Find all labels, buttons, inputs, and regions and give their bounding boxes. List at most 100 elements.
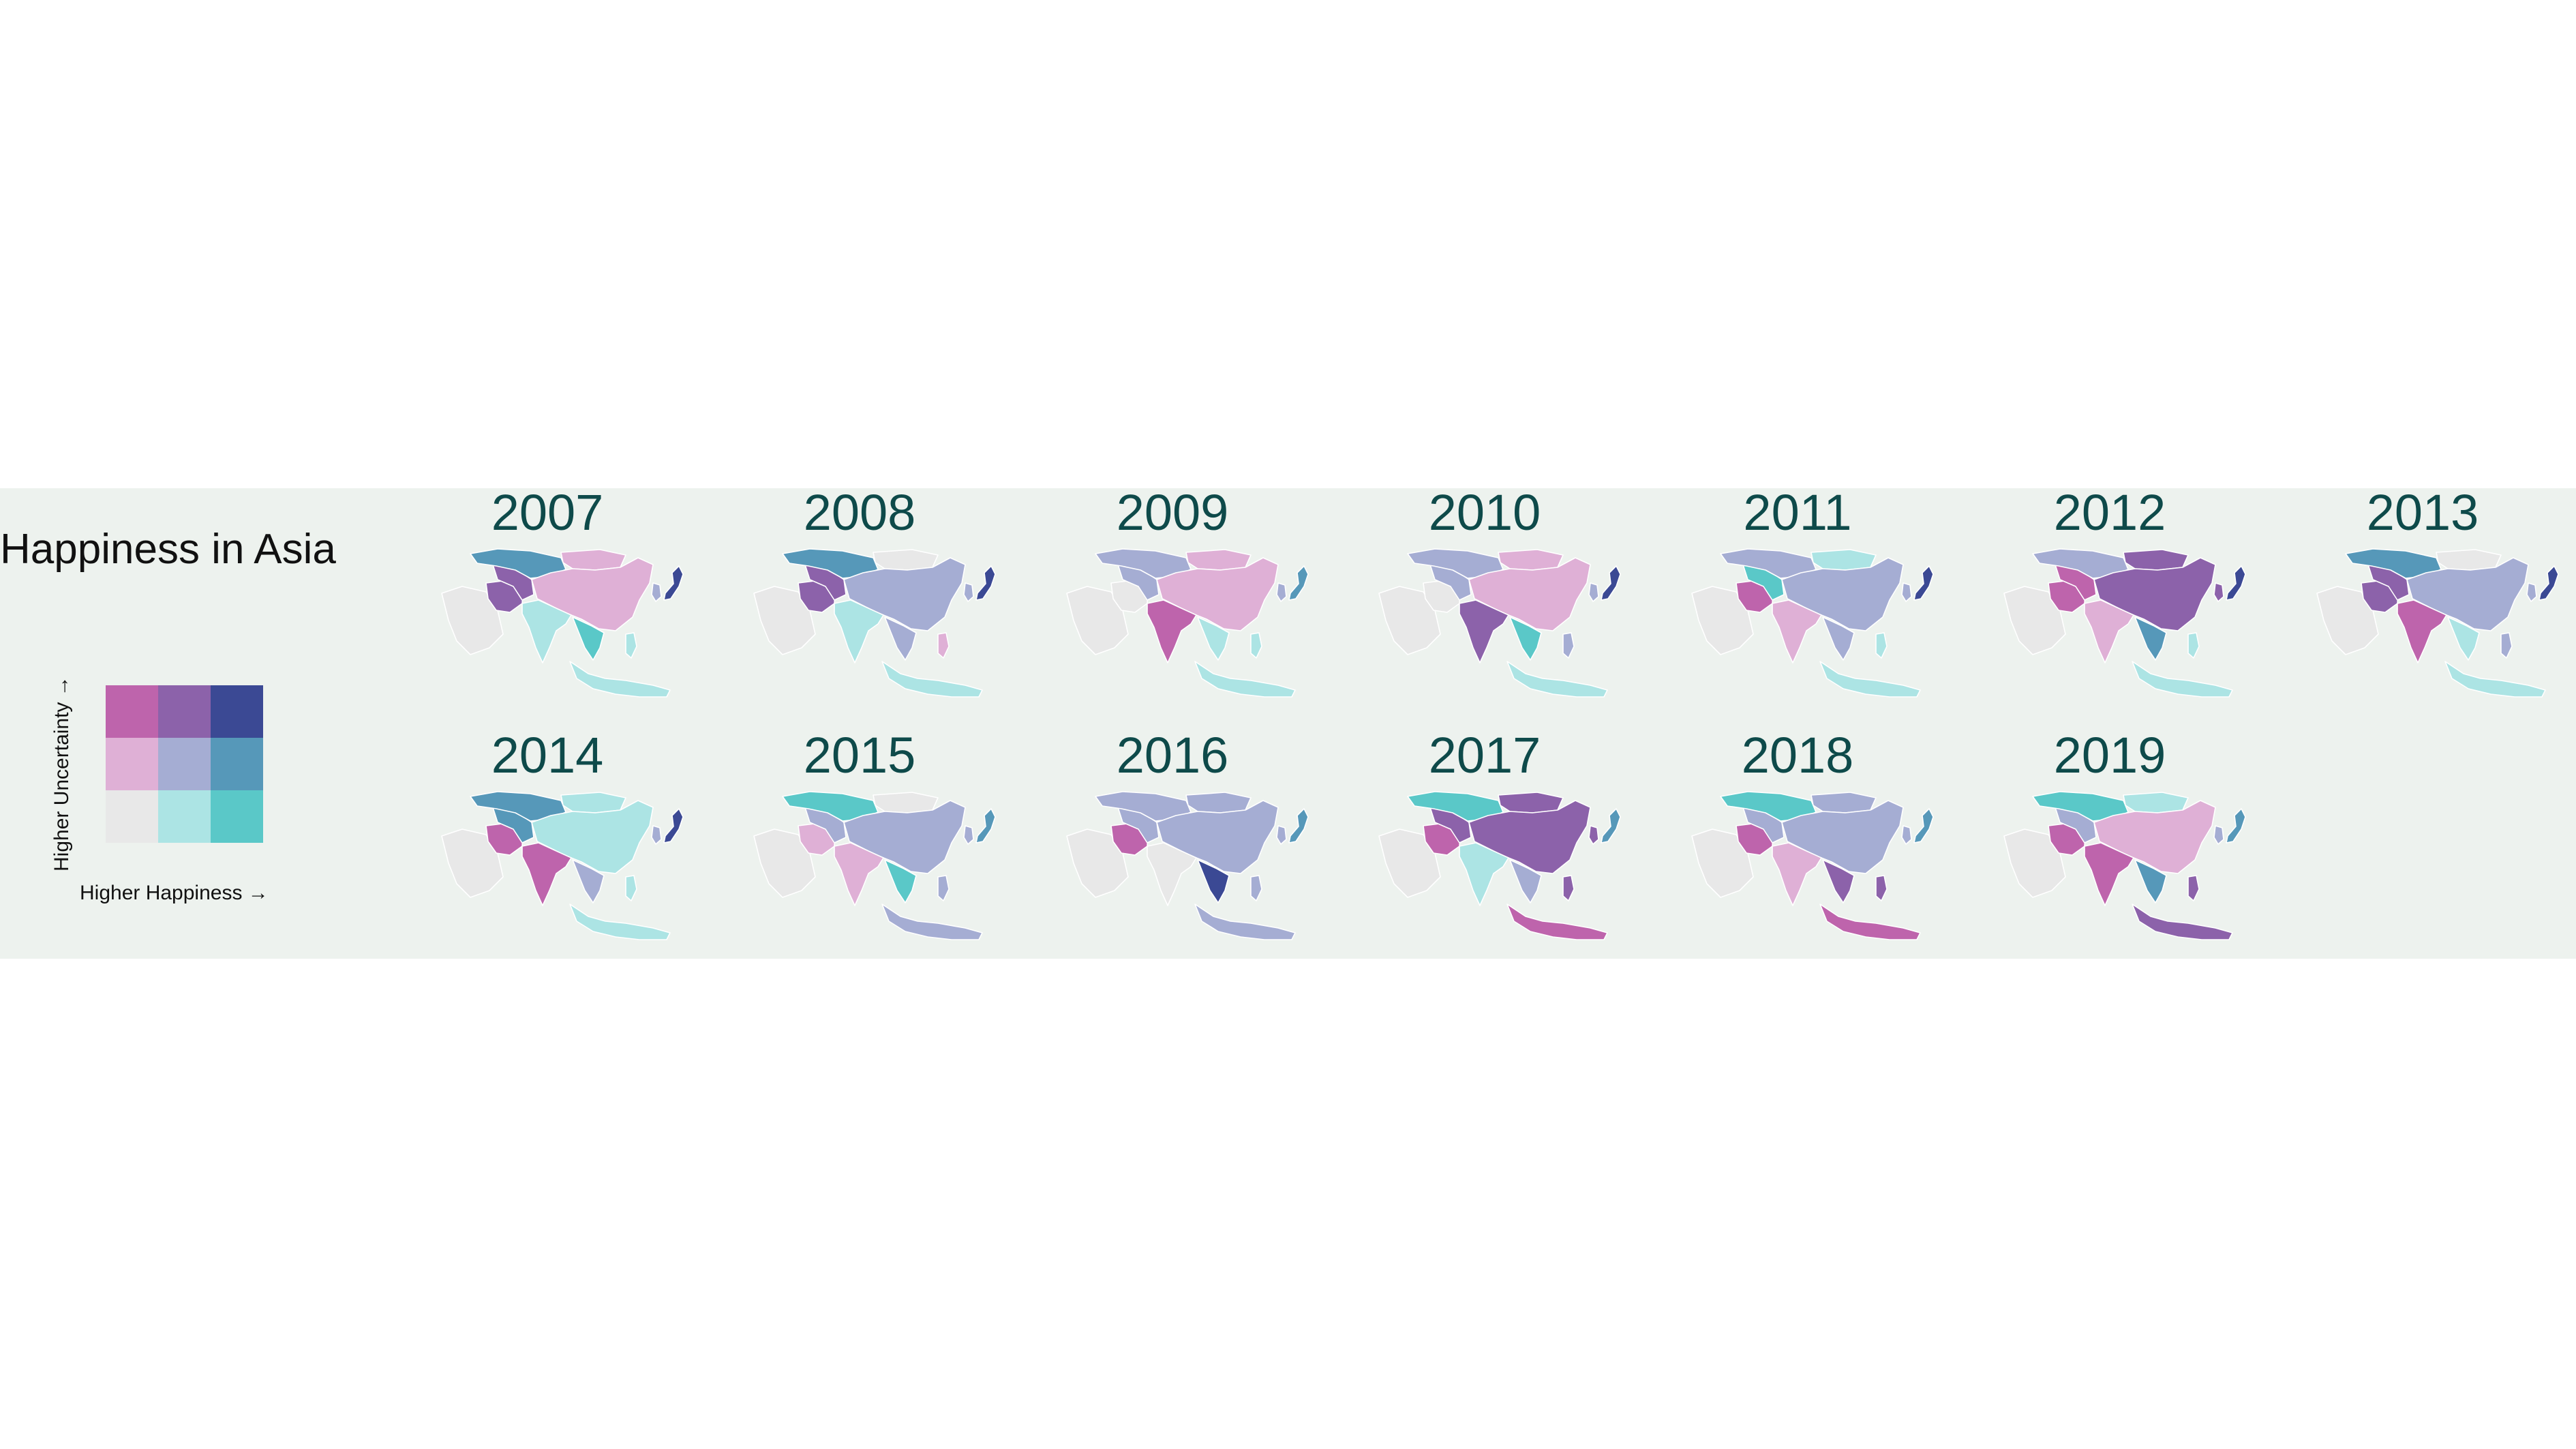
region-phil: [2187, 875, 2200, 901]
region-indonesia: [881, 661, 983, 698]
map-panel-2014: 2014: [414, 728, 701, 953]
region-arabia: [441, 828, 504, 898]
year-label: 2008: [803, 484, 916, 541]
region-korea: [1901, 825, 1912, 845]
year-label: 2014: [491, 727, 604, 783]
region-phil: [1875, 632, 1888, 659]
map-panel-2007: 2007: [414, 486, 701, 711]
region-mongolia: [560, 792, 626, 813]
region-india: [834, 599, 884, 663]
region-korea: [1588, 582, 1599, 602]
region-korea: [651, 825, 662, 845]
legend-cell-2-1: [158, 790, 211, 843]
legend-cell-0-2: [211, 685, 263, 738]
region-india: [1772, 842, 1822, 906]
region-sea: [2447, 616, 2480, 661]
year-label: 2009: [1116, 484, 1229, 541]
region-indonesia: [1194, 903, 1296, 940]
asia-map: [1691, 791, 1934, 940]
region-japan: [2539, 565, 2559, 601]
region-india: [2397, 599, 2447, 663]
region-japan: [2226, 565, 2246, 601]
map-panel-2017: 2017: [1352, 728, 1638, 953]
region-india: [1147, 599, 1197, 663]
region-arabia: [2316, 586, 2379, 655]
region-sea: [884, 859, 917, 903]
year-label: 2016: [1116, 727, 1229, 783]
bivariate-legend: [106, 685, 263, 843]
asia-map: [1691, 548, 1934, 698]
legend-cell-1-0: [106, 738, 158, 790]
region-sea: [1197, 616, 1230, 661]
region-mongolia: [1185, 549, 1252, 571]
region-arabia: [753, 828, 816, 898]
region-mongolia: [560, 549, 626, 571]
region-mongolia: [1498, 792, 1564, 813]
year-label: 2013: [2366, 484, 2479, 541]
region-indonesia: [569, 903, 671, 940]
map-panel-2012: 2012: [1977, 486, 2263, 711]
region-india: [2084, 842, 2134, 906]
region-phil: [1562, 632, 1575, 659]
asia-map: [1378, 791, 1621, 940]
year-label: 2015: [803, 727, 916, 783]
asia-map: [753, 548, 996, 698]
asia-map: [1066, 791, 1309, 940]
region-korea: [1276, 582, 1287, 602]
region-korea: [1901, 582, 1912, 602]
year-label: 2018: [1741, 727, 1854, 783]
region-japan: [663, 808, 684, 843]
region-mongolia: [2436, 549, 2502, 571]
region-sea: [572, 859, 605, 903]
legend-x-label: Higher Happiness →: [80, 882, 269, 904]
region-korea: [963, 825, 974, 845]
region-phil: [937, 632, 950, 659]
region-india: [1459, 599, 1509, 663]
legend-cell-1-2: [211, 738, 263, 790]
region-phil: [1875, 875, 1888, 901]
region-indonesia: [881, 903, 983, 940]
region-korea: [651, 582, 662, 602]
legend-cell-0-1: [158, 685, 211, 738]
region-phil: [2500, 632, 2513, 659]
region-indonesia: [2444, 661, 2546, 698]
region-mongolia: [1810, 549, 1877, 571]
region-phil: [625, 632, 637, 659]
region-sea: [1509, 616, 1542, 661]
legend-cell-2-0: [106, 790, 158, 843]
map-panel-2013: 2013: [2290, 486, 2576, 711]
region-arabia: [441, 586, 504, 655]
region-korea: [963, 582, 974, 602]
region-japan: [1288, 565, 1309, 601]
region-japan: [663, 565, 684, 601]
region-india: [2084, 599, 2134, 663]
region-indonesia: [2132, 661, 2233, 698]
region-mongolia: [1498, 549, 1564, 571]
map-panel-2008: 2008: [727, 486, 1013, 711]
asia-map: [1066, 548, 1309, 698]
region-korea: [2213, 582, 2224, 602]
region-india: [1147, 842, 1197, 906]
asia-map: [441, 791, 684, 940]
asia-map: [441, 548, 684, 698]
region-india: [1772, 599, 1822, 663]
region-sea: [1197, 859, 1230, 903]
region-japan: [1601, 565, 1621, 601]
asia-map: [2316, 548, 2559, 698]
region-sea: [2134, 859, 2167, 903]
region-japan: [1913, 565, 1934, 601]
year-label: 2011: [1743, 484, 1852, 541]
region-mongolia: [873, 549, 939, 571]
region-korea: [2213, 825, 2224, 845]
region-arabia: [1066, 586, 1129, 655]
region-indonesia: [1506, 903, 1608, 940]
region-japan: [975, 808, 996, 843]
region-phil: [2187, 632, 2200, 659]
region-india: [521, 599, 572, 663]
year-label: 2019: [2053, 727, 2166, 783]
map-panel-2011: 2011: [1665, 486, 1951, 711]
legend-cell-1-1: [158, 738, 211, 790]
map-panel-2019: 2019: [1977, 728, 2263, 953]
region-japan: [1601, 808, 1621, 843]
region-arabia: [753, 586, 816, 655]
